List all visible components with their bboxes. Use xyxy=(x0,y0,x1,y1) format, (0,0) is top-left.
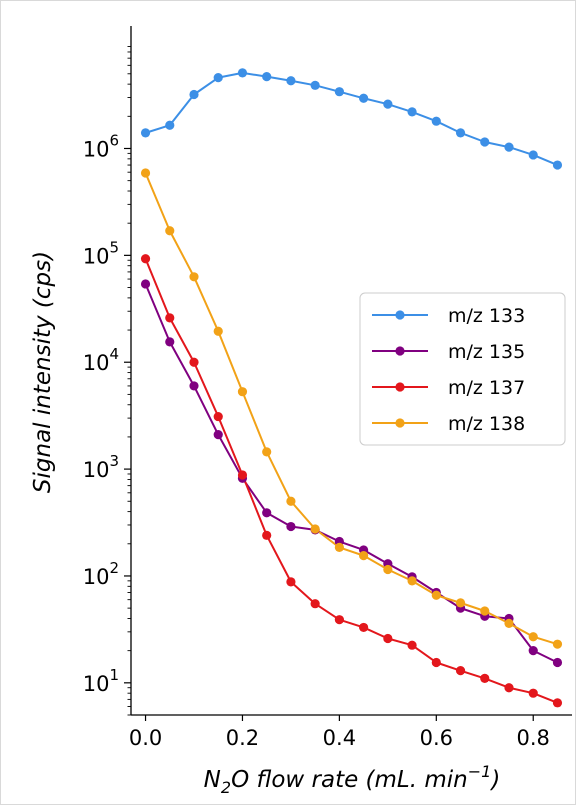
data-point xyxy=(310,524,320,534)
data-point xyxy=(213,411,223,422)
data-point xyxy=(431,657,441,668)
data-point xyxy=(213,430,223,440)
data-point xyxy=(140,254,151,264)
data-point xyxy=(455,128,466,138)
x-axis-label-subscript: 2 xyxy=(221,778,231,797)
data-point xyxy=(286,577,296,587)
data-point xyxy=(383,633,393,644)
legend: m/z 133 m/z 135 m/z 137 m/z 138 xyxy=(359,292,566,446)
data-point xyxy=(528,632,538,642)
data-point xyxy=(504,618,514,628)
data-point xyxy=(310,599,320,609)
x-axis-label-prefix: N xyxy=(204,767,221,793)
data-point xyxy=(552,639,563,649)
x-tick-label: 0.0 xyxy=(129,726,162,750)
legend-marker xyxy=(395,418,405,428)
data-point xyxy=(213,326,223,336)
data-point xyxy=(455,598,466,608)
data-point xyxy=(334,87,344,97)
y-tick-label: 104 xyxy=(83,345,119,375)
data-point xyxy=(189,357,199,367)
legend-marker xyxy=(395,382,405,392)
data-point xyxy=(140,279,151,289)
data-point xyxy=(383,564,393,575)
y-tick-label: 106 xyxy=(83,131,119,161)
data-point xyxy=(528,150,538,160)
data-point xyxy=(431,590,441,600)
data-point xyxy=(189,272,199,282)
data-point xyxy=(359,551,369,561)
y-tick-label: 101 xyxy=(83,666,119,696)
y-tick-label: 103 xyxy=(83,452,119,482)
data-point xyxy=(262,447,272,457)
data-point xyxy=(334,542,344,553)
data-point xyxy=(407,640,417,650)
data-point xyxy=(504,142,514,152)
data-point xyxy=(286,496,296,506)
x-tick-label: 0.8 xyxy=(517,726,550,750)
data-point xyxy=(237,387,248,397)
data-point xyxy=(455,666,466,676)
data-point xyxy=(504,683,514,693)
data-point xyxy=(262,72,272,82)
data-point xyxy=(165,313,175,323)
data-point xyxy=(528,688,538,698)
data-point xyxy=(262,530,272,540)
data-point xyxy=(189,381,199,391)
data-point xyxy=(286,76,296,86)
y-tick-label: 105 xyxy=(83,238,119,268)
axes xyxy=(130,26,572,716)
data-point xyxy=(165,337,175,347)
legend-label: m/z 133 xyxy=(448,305,525,327)
data-point xyxy=(165,120,175,130)
data-point xyxy=(359,622,369,633)
data-point xyxy=(383,99,393,109)
x-tick-label: 0.4 xyxy=(323,726,356,750)
legend-marker xyxy=(395,346,405,356)
x-axis-label-middle: O flow rate (mL. min xyxy=(231,767,468,793)
x-axis-label-suffix: ) xyxy=(489,767,500,793)
legend-box xyxy=(359,292,566,446)
legend-label: m/z 135 xyxy=(448,341,525,363)
data-point xyxy=(407,576,417,586)
data-point xyxy=(480,606,490,616)
data-point xyxy=(552,657,563,668)
x-axis-label-superscript: −1 xyxy=(468,762,492,781)
data-point xyxy=(262,508,272,518)
data-point xyxy=(165,226,175,236)
data-point xyxy=(286,521,296,532)
data-point xyxy=(552,698,563,708)
y-axis-ticks: 101 102 103 104 105 106 xyxy=(83,46,131,716)
data-point xyxy=(480,137,490,147)
legend-marker xyxy=(395,310,405,320)
data-point xyxy=(431,116,441,126)
y-axis-label: Signal intensity (cps) xyxy=(30,251,56,493)
data-point xyxy=(140,168,151,178)
data-point xyxy=(189,89,199,100)
data-point xyxy=(359,93,369,103)
legend-label: m/z 138 xyxy=(448,413,525,435)
data-point xyxy=(140,128,151,138)
data-point xyxy=(237,470,248,480)
data-point xyxy=(334,615,344,625)
y-tick-label: 102 xyxy=(83,559,119,589)
x-axis-label: N2O flow rate (mL. min−1) xyxy=(204,762,501,797)
data-point xyxy=(528,646,538,656)
data-point xyxy=(213,73,223,83)
x-tick-label: 0.2 xyxy=(226,726,259,750)
series-markers xyxy=(140,68,563,708)
x-tick-label: 0.6 xyxy=(420,726,453,750)
data-point xyxy=(310,80,320,90)
data-point xyxy=(552,160,563,170)
x-axis-ticks: 0.0 0.2 0.4 0.6 0.8 xyxy=(129,715,550,750)
data-point xyxy=(237,68,248,78)
legend-label: m/z 137 xyxy=(448,377,525,399)
data-point xyxy=(480,673,490,684)
data-point xyxy=(407,107,417,117)
